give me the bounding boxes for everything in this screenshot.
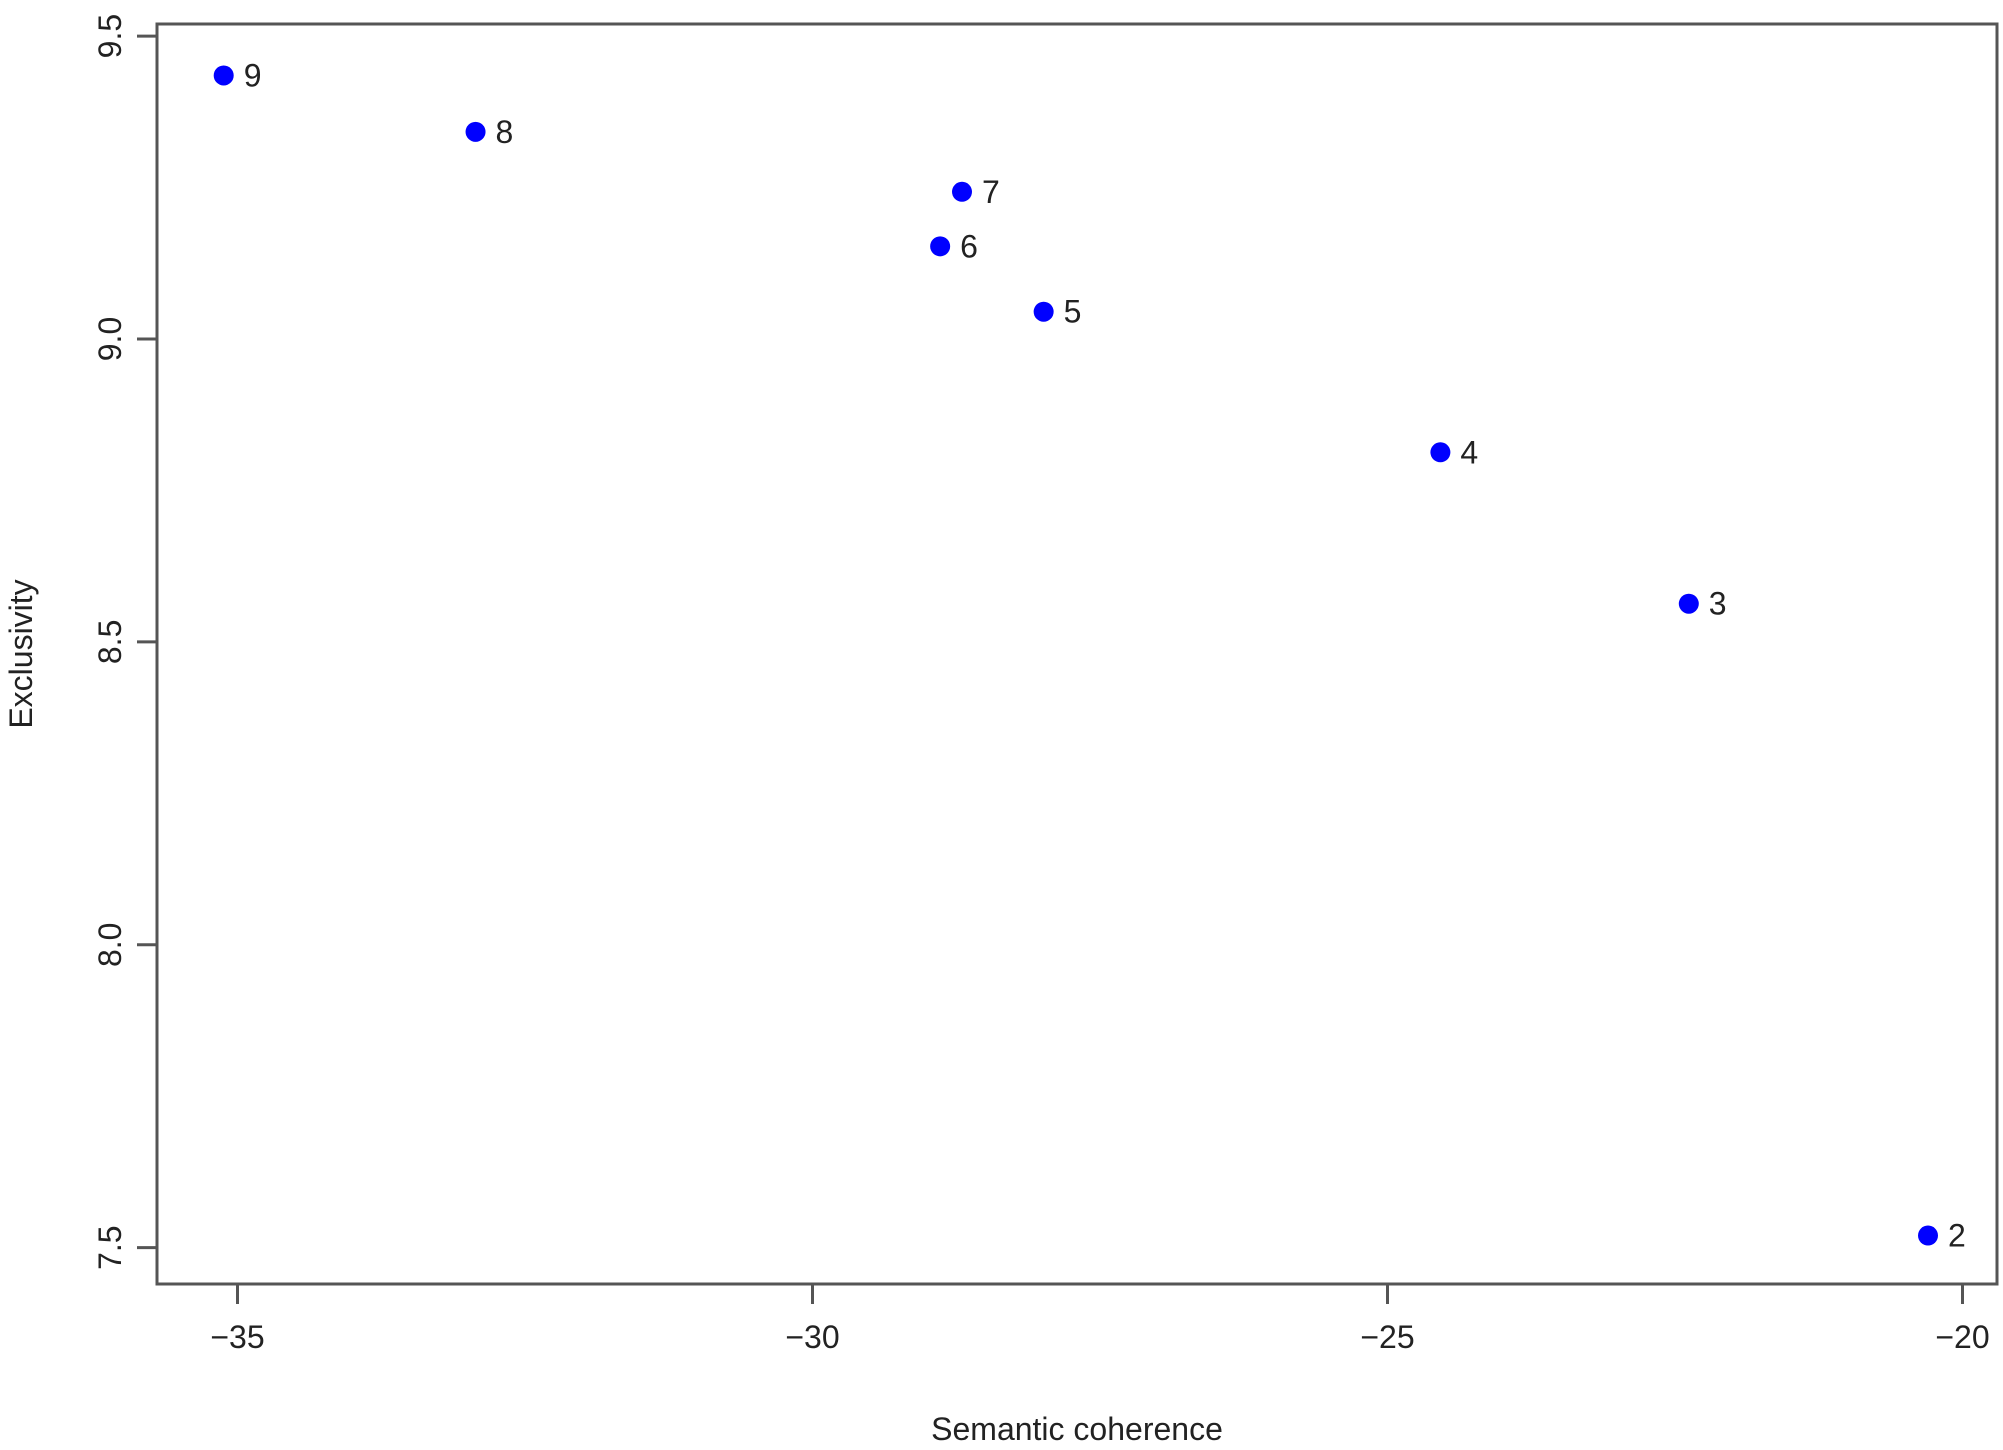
point-label: 8: [496, 114, 514, 150]
point-label: 6: [960, 228, 978, 264]
data-point: [1430, 442, 1451, 463]
x-axis: −35 −30 −25 −20: [210, 1282, 1990, 1355]
data-points: 9 8 76 5 4 3 2: [213, 57, 1966, 1254]
y-tick-label: 9.0: [92, 317, 128, 361]
x-axis-label: Semantic coherence: [931, 1411, 1223, 1447]
x-tick-label: −35: [210, 1319, 264, 1355]
y-tick-label: 7.5: [92, 1225, 128, 1269]
data-point: [1918, 1225, 1938, 1246]
point-label: 2: [1948, 1218, 1966, 1254]
y-tick-label: 8.5: [92, 620, 128, 664]
point-label: 5: [1064, 294, 1082, 330]
y-tick-label: 8.0: [92, 923, 128, 967]
data-point: [213, 65, 234, 86]
data-point: [930, 236, 951, 257]
data-point: [465, 121, 486, 142]
point-label: 9: [244, 57, 262, 93]
x-tick-label: −25: [1360, 1319, 1414, 1355]
point-label: 7: [982, 174, 1000, 210]
y-tick-label: 9.5: [92, 14, 128, 58]
data-point: [1033, 301, 1054, 322]
plot-frame: [155, 22, 1999, 1286]
y-axis: 7.5 8.0 8.5 9.0 9.5: [92, 14, 159, 1270]
x-tick-label: −30: [785, 1319, 839, 1355]
point-label: 3: [1709, 586, 1727, 622]
y-axis-label: Exclusivity: [3, 579, 39, 728]
x-tick-label: −20: [1935, 1319, 1989, 1355]
point-label: 4: [1460, 434, 1478, 470]
data-point: [952, 181, 972, 202]
data-point: [1678, 593, 1699, 614]
